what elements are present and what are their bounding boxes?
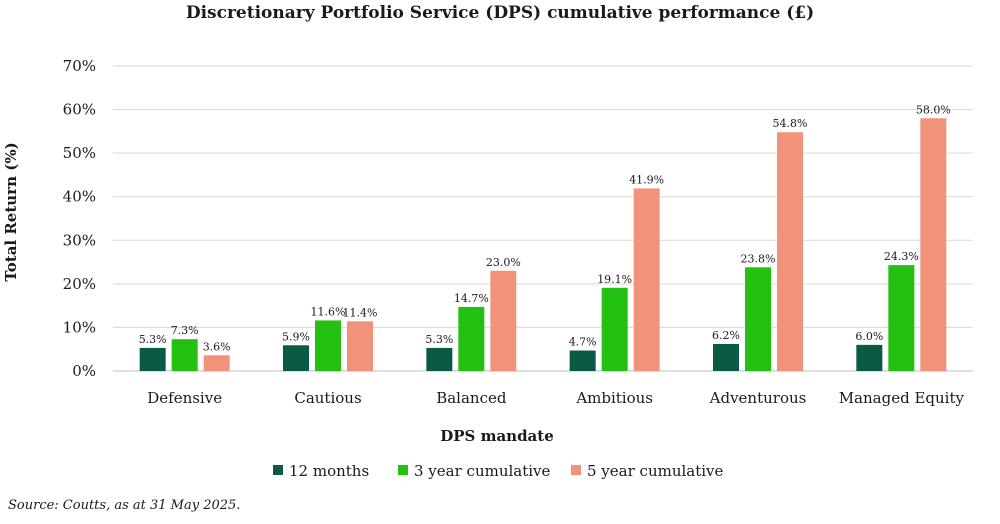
y-tick-label: 60% <box>63 101 96 119</box>
legend-label: 12 months <box>289 462 369 480</box>
legend-swatch <box>273 465 283 475</box>
legend-swatch <box>571 465 581 475</box>
data-label: 5.3% <box>425 333 453 346</box>
bar <box>347 321 373 371</box>
legend-label: 5 year cumulative <box>587 462 724 480</box>
category-label: Cautious <box>294 389 361 407</box>
category-label: Ambitious <box>575 389 653 407</box>
bar <box>283 345 309 371</box>
bar <box>315 320 341 371</box>
bar <box>713 343 739 371</box>
data-label: 14.7% <box>454 292 489 305</box>
data-label: 24.3% <box>884 250 919 263</box>
category-label: Defensive <box>147 389 222 407</box>
data-label: 54.8% <box>773 117 808 130</box>
gridlines <box>113 65 973 372</box>
data-label: 23.0% <box>486 256 521 269</box>
bar <box>856 344 883 371</box>
legend-swatch <box>398 465 408 475</box>
bar <box>569 350 596 371</box>
bar-chart: 0% 10% 20% 30% 40% 50% 60% 70% 5.3% 7.3% 3.6% 5.9%… <box>2 57 973 480</box>
bar <box>203 355 230 371</box>
bar <box>139 347 166 371</box>
bar <box>888 265 915 371</box>
bar <box>601 287 628 371</box>
data-label: 19.1% <box>597 273 632 286</box>
data-label: 58.0% <box>916 103 951 116</box>
x-axis-categories: Defensive Cautious Balanced Ambitious Advent… <box>147 389 964 407</box>
data-label: 11.4% <box>343 306 378 319</box>
bar <box>920 118 947 372</box>
chart-title: Discretionary Portfolio Service (DPS) cu… <box>185 3 815 23</box>
bar <box>777 132 803 371</box>
category-label: Adventurous <box>709 389 807 407</box>
data-label: 5.3% <box>139 333 167 346</box>
y-axis-title: Total Return (%) <box>2 142 20 281</box>
bar <box>745 267 771 371</box>
data-label: 7.3% <box>171 324 199 337</box>
y-tick-label: 40% <box>63 188 96 206</box>
legend-label: 3 year cumulative <box>414 462 551 480</box>
y-axis-ticks: 0% 10% 20% 30% 40% 50% 60% 70% <box>63 57 96 380</box>
bar <box>171 339 198 371</box>
category-label: Managed Equity <box>839 389 965 407</box>
category-label: Balanced <box>436 389 507 407</box>
data-label: 6.0% <box>855 330 883 343</box>
bar <box>426 347 453 371</box>
bar <box>633 188 660 371</box>
bar <box>458 306 485 371</box>
y-tick-label: 20% <box>63 275 96 293</box>
x-axis-title: DPS mandate <box>440 427 554 445</box>
bars <box>139 118 947 372</box>
data-label: 11.6% <box>311 305 346 318</box>
data-label: 6.2% <box>712 329 740 342</box>
y-tick-label: 70% <box>63 57 96 75</box>
source-note: Source: Coutts, as at 31 May 2025. <box>8 498 241 513</box>
y-tick-label: 50% <box>63 144 96 162</box>
legend: 12 months 3 year cumulative 5 year cumulat… <box>273 462 724 480</box>
y-tick-label: 0% <box>72 362 96 380</box>
data-label: 23.8% <box>741 252 776 265</box>
data-label: 5.9% <box>282 330 310 343</box>
bar <box>490 270 517 371</box>
y-tick-label: 30% <box>63 231 96 249</box>
data-labels: 5.3% 7.3% 3.6% 5.9%11.6%11.4% 5.3% 14.7% 23.0%… <box>139 103 951 353</box>
data-label: 4.7% <box>569 336 597 349</box>
data-label: 41.9% <box>629 173 664 186</box>
y-tick-label: 10% <box>63 318 96 336</box>
data-label: 3.6% <box>203 340 231 353</box>
